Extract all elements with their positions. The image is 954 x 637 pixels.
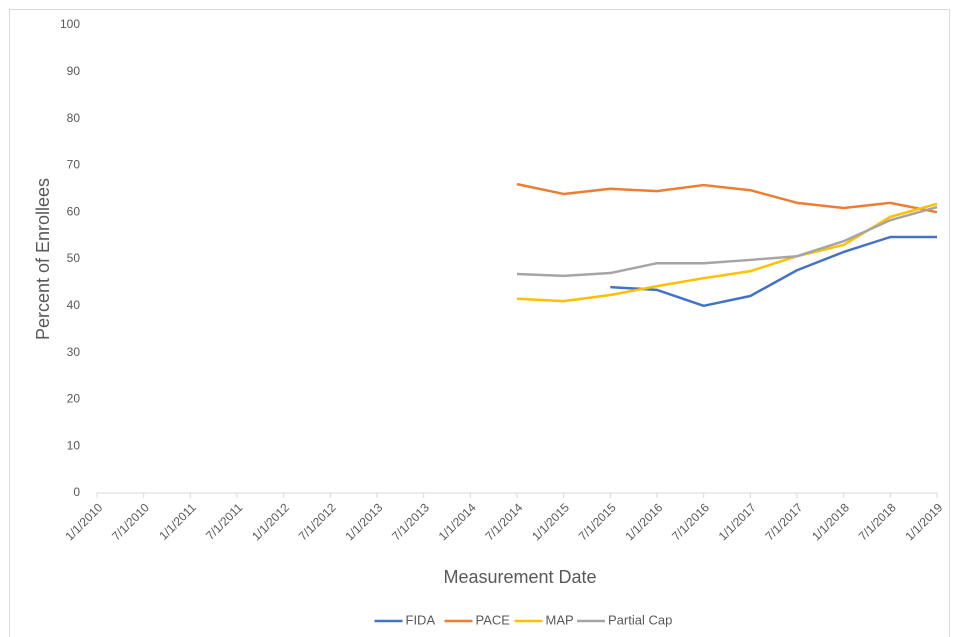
x-tick-label: 1/1/2016 (622, 500, 665, 543)
x-tick-label: 7/1/2016 (669, 500, 712, 543)
x-tick-label: 7/1/2014 (482, 500, 525, 543)
x-tick-label: 7/1/2013 (389, 500, 432, 543)
chart-border (9, 9, 950, 637)
y-tick-label: 40 (67, 298, 81, 312)
y-tick-label: 100 (60, 17, 80, 31)
x-tick-label: 1/1/2019 (902, 500, 945, 543)
y-tick-label: 60 (67, 204, 81, 218)
line-series (516, 205, 938, 278)
x-tick-label: 1/1/2010 (62, 500, 105, 543)
x-tick-label: 1/1/2014 (436, 500, 479, 543)
x-tick-label: 7/1/2015 (576, 500, 619, 543)
x-tick-label: 1/1/2017 (716, 500, 759, 543)
x-tick-label: 7/1/2011 (203, 500, 246, 543)
x-tick-label: 1/1/2015 (529, 500, 572, 543)
line-series (516, 182, 938, 214)
legend-label: PACE (476, 612, 511, 627)
x-tick-label: 1/1/2018 (809, 500, 852, 543)
x-axis-title: Measurement Date (443, 567, 596, 587)
y-tick-label: 30 (67, 345, 81, 359)
x-tick-label: 7/1/2018 (856, 500, 899, 543)
y-tick-label: 90 (67, 64, 81, 78)
legend-label: Partial Cap (608, 612, 672, 627)
line-series (610, 235, 937, 308)
x-tick-label: 7/1/2017 (762, 500, 805, 543)
y-tick-label: 50 (67, 251, 81, 265)
legend-label: FIDA (406, 612, 436, 627)
y-tick-label: 0 (73, 485, 80, 499)
x-tick-label: 1/1/2011 (156, 500, 199, 543)
y-axis-title: Percent of Enrollees (33, 178, 53, 340)
y-tick-label: 20 (67, 392, 81, 406)
y-tick-label: 80 (67, 111, 81, 125)
line-series (516, 202, 938, 303)
y-tick-label: 70 (67, 158, 81, 172)
x-tick-label: 1/1/2012 (249, 500, 292, 543)
y-tick-label: 10 (67, 438, 81, 452)
legend-label: MAP (546, 612, 574, 627)
x-tick-label: 1/1/2013 (342, 500, 385, 543)
x-tick-label: 7/1/2012 (296, 500, 339, 543)
x-tick-label: 7/1/2010 (109, 500, 152, 543)
